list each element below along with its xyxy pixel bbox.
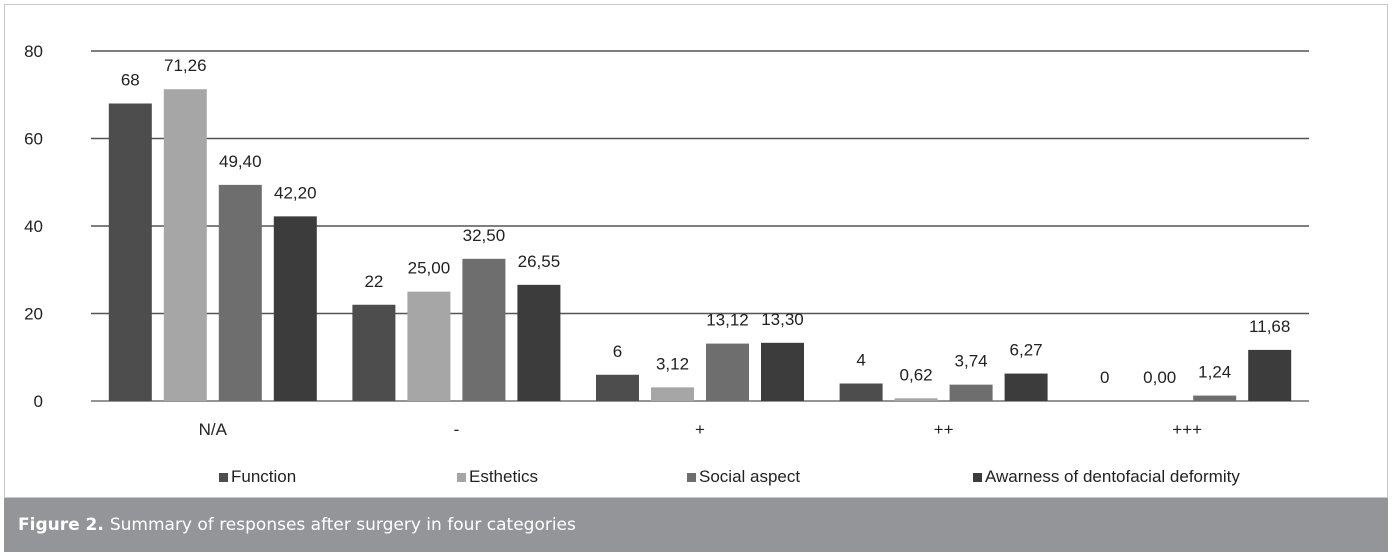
bar [1248, 349, 1292, 401]
legend-label-social-aspect: Social aspect [699, 467, 801, 486]
bars [108, 89, 1292, 402]
bar [1004, 373, 1048, 401]
legend-label-awareness: Awarness of dentofacial deformity [985, 467, 1240, 486]
legend-swatch-social-aspect [687, 472, 696, 482]
legend-swatch-awareness [973, 472, 982, 482]
x-tick-label: - [454, 420, 460, 439]
grid-lines [91, 50, 1309, 402]
data-label: 68 [121, 71, 140, 90]
data-label: 6,27 [1010, 341, 1043, 360]
bar [218, 184, 262, 401]
bar [108, 103, 152, 401]
caption-label: Figure 2. [18, 515, 104, 535]
legend-label-function: Function [231, 467, 297, 486]
legend-item-function: Function [219, 467, 296, 487]
data-label: 1,24 [1198, 363, 1231, 382]
caption-text: Summary of responses after surgery in fo… [109, 515, 576, 535]
legend-item-awareness: Awarness of dentofacial deformity [973, 467, 1240, 487]
data-label: 0 [1100, 368, 1109, 387]
y-tick-label: 60 [24, 130, 43, 149]
bar [839, 383, 883, 401]
data-label: 32,50 [463, 226, 506, 245]
data-label: 6 [613, 342, 622, 361]
x-tick-label: ++ [934, 420, 954, 439]
bar [163, 89, 207, 402]
data-label: 13,30 [761, 310, 804, 329]
legend-label-esthetics: Esthetics [469, 467, 538, 486]
data-label: 11,68 [1249, 317, 1290, 336]
data-label: 22 [364, 272, 383, 291]
data-label: 13,12 [706, 311, 749, 330]
data-label: 4 [856, 351, 865, 370]
data-label: 26,55 [518, 252, 561, 271]
legend-swatch-esthetics [457, 472, 466, 482]
data-label: 42,20 [274, 183, 317, 202]
data-label: 71,26 [164, 56, 207, 75]
bar [949, 384, 993, 401]
data-label: 25,00 [408, 259, 451, 278]
x-axis-ticks: N/A - + ++ +++ [199, 420, 1203, 439]
legend-item-social-aspect: Social aspect [687, 467, 800, 487]
data-label: 3,12 [656, 354, 689, 373]
bar [761, 342, 804, 401]
data-label: 0,62 [900, 365, 933, 384]
bar [706, 343, 749, 401]
chart-frame: 0 20 40 60 80 68 71,26 49,40 42,20 22 25,00 32,50 2… [4, 4, 1388, 498]
y-tick-label: 20 [24, 305, 43, 324]
data-label: 0,00 [1143, 368, 1176, 387]
data-label: 3,74 [955, 352, 988, 371]
legend-swatch-function [219, 472, 228, 482]
data-label: 49,40 [219, 152, 262, 171]
bar [273, 216, 317, 401]
bar [894, 398, 938, 401]
x-tick-label: + [695, 420, 705, 439]
y-tick-label: 80 [24, 42, 43, 61]
bar [1193, 395, 1237, 401]
bar [596, 374, 639, 401]
y-tick-label: 40 [24, 217, 43, 236]
x-tick-label: +++ [1172, 420, 1202, 439]
legend-item-esthetics: Esthetics [457, 467, 538, 487]
bar [517, 284, 561, 401]
y-axis-ticks: 0 20 40 60 80 [24, 42, 43, 411]
figure-caption: Figure 2. Summary of responses after sur… [4, 498, 1388, 552]
x-tick-label: N/A [199, 420, 228, 439]
data-labels: 68 71,26 49,40 42,20 22 25,00 32,50 26,55 6 3,12 1… [121, 56, 1291, 387]
bar [462, 258, 506, 401]
y-tick-label: 0 [34, 392, 43, 411]
bar [352, 304, 396, 401]
bar [407, 291, 451, 401]
bar [651, 387, 694, 401]
